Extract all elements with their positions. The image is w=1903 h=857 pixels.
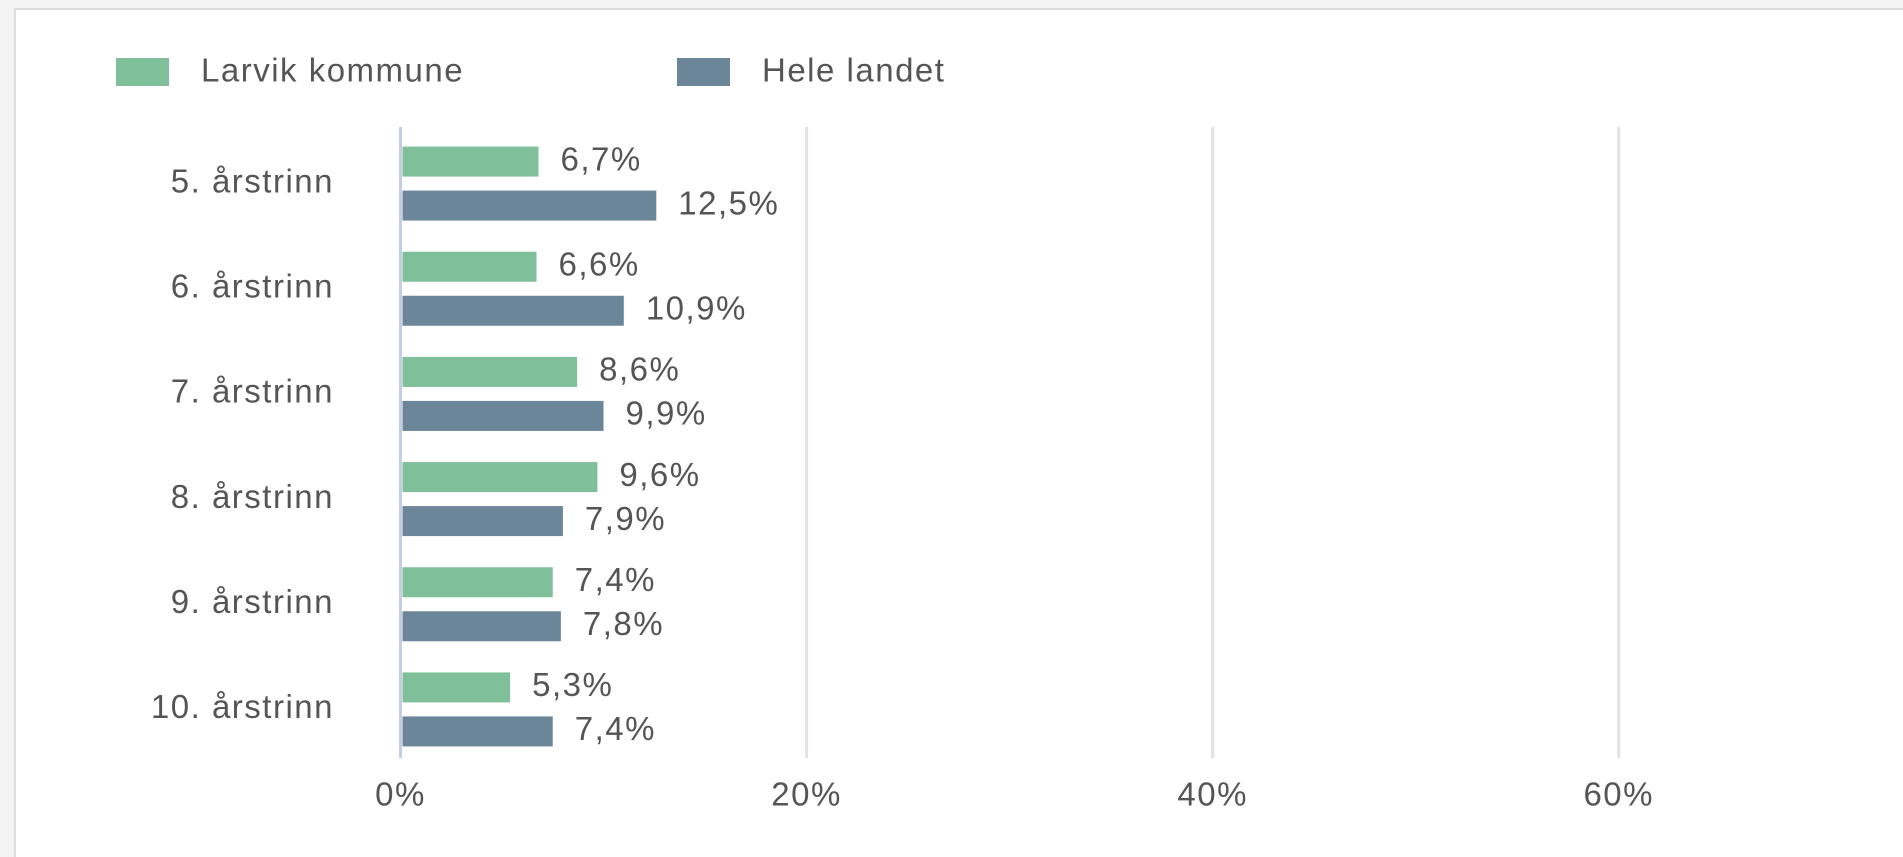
bar-value-label: 9,9% <box>626 395 707 432</box>
legend-label: Larvik kommune <box>201 52 464 89</box>
y-tick-label: 10. årstrinn <box>151 688 334 725</box>
bar <box>402 672 511 703</box>
bar-value-label: 6,7% <box>561 140 642 177</box>
bar <box>402 251 537 282</box>
y-tick-label: 5. årstrinn <box>171 162 334 199</box>
bar <box>402 506 563 537</box>
bar <box>402 716 553 747</box>
bar <box>402 567 553 598</box>
bar-value-label: 6,6% <box>559 245 640 282</box>
bar <box>402 146 539 177</box>
legend-swatch <box>116 58 169 86</box>
bar-value-label: 12,5% <box>678 184 779 221</box>
y-tick-label: 8. årstrinn <box>171 478 334 515</box>
bar-value-label: 10,9% <box>646 289 747 326</box>
x-tick-label: 40% <box>1177 776 1248 813</box>
chart-panel <box>14 8 1903 857</box>
bar-value-label: 5,3% <box>532 666 613 703</box>
bar <box>402 295 624 326</box>
bar-value-label: 7,9% <box>585 500 666 537</box>
bar <box>402 462 598 493</box>
bar-value-label: 9,6% <box>619 456 700 493</box>
bar-value-label: 8,6% <box>599 351 680 388</box>
y-tick-label: 9. årstrinn <box>171 583 334 620</box>
bar-value-label: 7,8% <box>583 605 664 642</box>
y-tick-label: 7. årstrinn <box>171 373 334 410</box>
legend-swatch <box>677 58 730 86</box>
x-tick-label: 60% <box>1583 776 1654 813</box>
x-tick-label: 0% <box>375 776 426 813</box>
bar <box>402 190 657 221</box>
bar-value-label: 7,4% <box>575 710 656 747</box>
y-tick-label: 6. årstrinn <box>171 267 334 304</box>
bar <box>402 400 604 431</box>
bar-value-label: 7,4% <box>575 561 656 598</box>
legend-label: Hele landet <box>762 52 945 89</box>
bar <box>402 356 578 387</box>
x-tick-label: 20% <box>771 776 842 813</box>
bar <box>402 611 561 642</box>
